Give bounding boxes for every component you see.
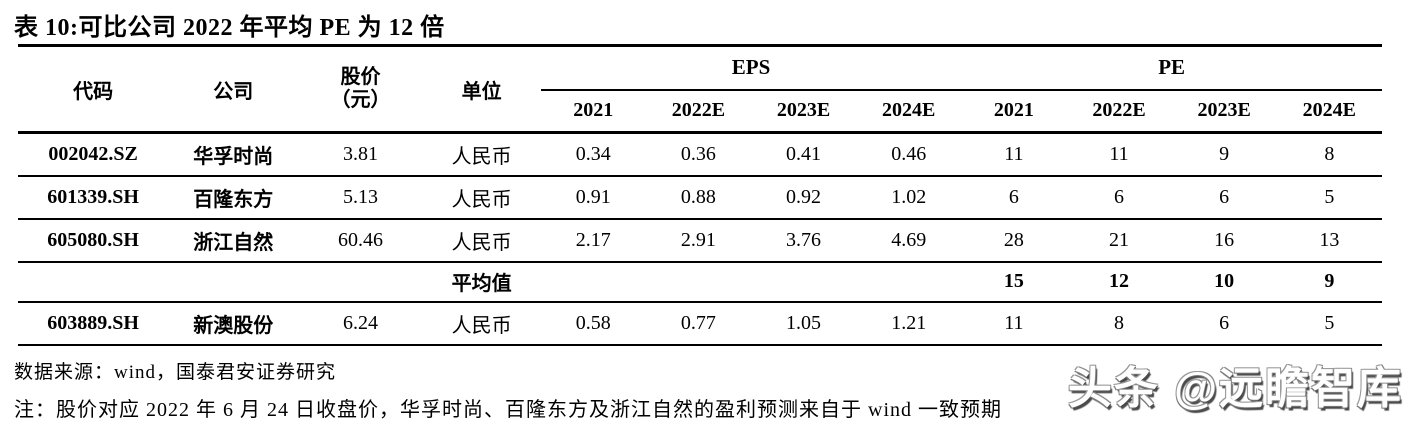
year-header-eps-2021: 2021 (540, 89, 646, 134)
cell-pe-2022e: 21 (1066, 218, 1172, 263)
cell-eps-2024e: 4.69 (856, 218, 962, 263)
year-header-eps-2022e: 2022E (645, 89, 751, 134)
cell-eps-2023e: 0.41 (750, 132, 857, 177)
table-row: 002042.SZ 华孚时尚 3.81 人民币 0.34 0.36 0.41 0… (18, 132, 1382, 177)
col-header-price-line2: （元） (330, 89, 391, 111)
cell-price: 5.13 (298, 175, 423, 220)
header-year-row: 2021 2022E 2023E 2024E 2021 2022E 2023E … (18, 89, 1382, 134)
cell-code: 601339.SH (18, 175, 169, 220)
cell-pe-2021: 6 (961, 175, 1067, 220)
cell-eps-2021: 0.34 (540, 132, 646, 177)
average-label: 平均值 (422, 261, 541, 303)
comparable-companies-table: 代码 公司 股价 （元） 单位 EPS PE 2021 2022E 2023E … (18, 44, 1382, 346)
cell-pe-2024e: 8 (1276, 132, 1382, 177)
cell-company-empty (168, 261, 299, 303)
year-header-eps-2023e: 2023E (750, 89, 857, 134)
cell-eps-2022e: 0.36 (645, 132, 751, 177)
cell-eps-2024e: 0.46 (856, 132, 962, 177)
col-header-code: 代码 (18, 45, 169, 134)
avg-pe-2024e: 9 (1276, 261, 1382, 303)
header-group-row: 代码 公司 股价 （元） 单位 EPS PE (18, 45, 1382, 134)
footnote: 注：股价对应 2022 年 6 月 24 日收盘价，华孚时尚、百隆东方及浙江自然… (14, 399, 1002, 421)
cell-price: 60.46 (298, 218, 423, 263)
table-row: 605080.SH 浙江自然 60.46 人民币 2.17 2.91 3.76 … (18, 218, 1382, 263)
cell-company: 新澳股份 (168, 301, 299, 346)
cell-eps-2024e: 1.21 (856, 301, 962, 346)
avg-pe-2023e: 10 (1171, 261, 1277, 303)
cell-eps-2021: 2.17 (540, 218, 646, 263)
table-row: 603889.SH 新澳股份 6.24 人民币 0.58 0.77 1.05 1… (18, 301, 1382, 346)
cell-company: 百隆东方 (168, 175, 299, 220)
group-header-eps: EPS (540, 45, 962, 91)
cell-pe-2021: 11 (961, 301, 1067, 346)
cell-pe-2022e: 6 (1066, 175, 1172, 220)
cell-pe-2024e: 13 (1276, 218, 1382, 263)
cell-pe-2023e: 16 (1171, 218, 1277, 263)
cell-pe-2022e: 11 (1066, 132, 1172, 177)
cell-unit: 人民币 (422, 175, 541, 220)
cell-price: 3.81 (298, 132, 423, 177)
col-header-price-line1: 股价 (340, 66, 381, 88)
cell-pe-2023e: 9 (1171, 132, 1277, 177)
average-row: 平均值 15 12 10 9 (18, 261, 1382, 303)
year-header-pe-2023e: 2023E (1171, 89, 1277, 134)
cell-unit: 人民币 (422, 218, 541, 263)
avg-pe-2022e: 12 (1066, 261, 1172, 303)
col-header-price: 股价 （元） (298, 45, 423, 134)
cell-eps-2023e: 0.92 (750, 175, 857, 220)
year-header-pe-2022e: 2022E (1066, 89, 1172, 134)
avg-pe-2021: 15 (961, 261, 1067, 303)
cell-price-empty (298, 261, 423, 303)
cell-eps-empty (540, 261, 646, 303)
cell-eps-2022e: 0.77 (645, 301, 751, 346)
cell-pe-2022e: 8 (1066, 301, 1172, 346)
cell-code: 603889.SH (18, 301, 169, 346)
year-header-eps-2024e: 2024E (856, 89, 962, 134)
cell-code-empty (18, 261, 169, 303)
cell-eps-empty (856, 261, 962, 303)
cell-code: 605080.SH (18, 218, 169, 263)
cell-code: 002042.SZ (18, 132, 169, 177)
cell-pe-2021: 11 (961, 132, 1067, 177)
col-header-company: 公司 (168, 45, 299, 134)
cell-eps-2022e: 2.91 (645, 218, 751, 263)
cell-pe-2021: 28 (961, 218, 1067, 263)
cell-eps-2021: 0.91 (540, 175, 646, 220)
table-title: 表 10:可比公司 2022 年平均 PE 为 12 倍 (14, 15, 445, 41)
cell-eps-2023e: 3.76 (750, 218, 857, 263)
cell-eps-2024e: 1.02 (856, 175, 962, 220)
cell-pe-2024e: 5 (1276, 301, 1382, 346)
cell-unit: 人民币 (422, 301, 541, 346)
data-source-note: 数据来源：wind，国泰君安证券研究 (14, 362, 337, 383)
cell-unit: 人民币 (422, 132, 541, 177)
cell-pe-2024e: 5 (1276, 175, 1382, 220)
cell-pe-2023e: 6 (1171, 175, 1277, 220)
cell-eps-2021: 0.58 (540, 301, 646, 346)
cell-price: 6.24 (298, 301, 423, 346)
cell-eps-2023e: 1.05 (750, 301, 857, 346)
year-header-pe-2024e: 2024E (1276, 89, 1382, 134)
cell-eps-empty (645, 261, 751, 303)
cell-eps-2022e: 0.88 (645, 175, 751, 220)
cell-eps-empty (750, 261, 857, 303)
col-header-unit: 单位 (422, 45, 541, 134)
group-header-pe: PE (961, 45, 1382, 91)
cell-company: 华孚时尚 (168, 132, 299, 177)
year-header-pe-2021: 2021 (961, 89, 1067, 134)
table-row: 601339.SH 百隆东方 5.13 人民币 0.91 0.88 0.92 1… (18, 175, 1382, 220)
watermark: 头条 @远瞻智库 (1067, 364, 1403, 413)
cell-pe-2023e: 6 (1171, 301, 1277, 346)
cell-company: 浙江自然 (168, 218, 299, 263)
